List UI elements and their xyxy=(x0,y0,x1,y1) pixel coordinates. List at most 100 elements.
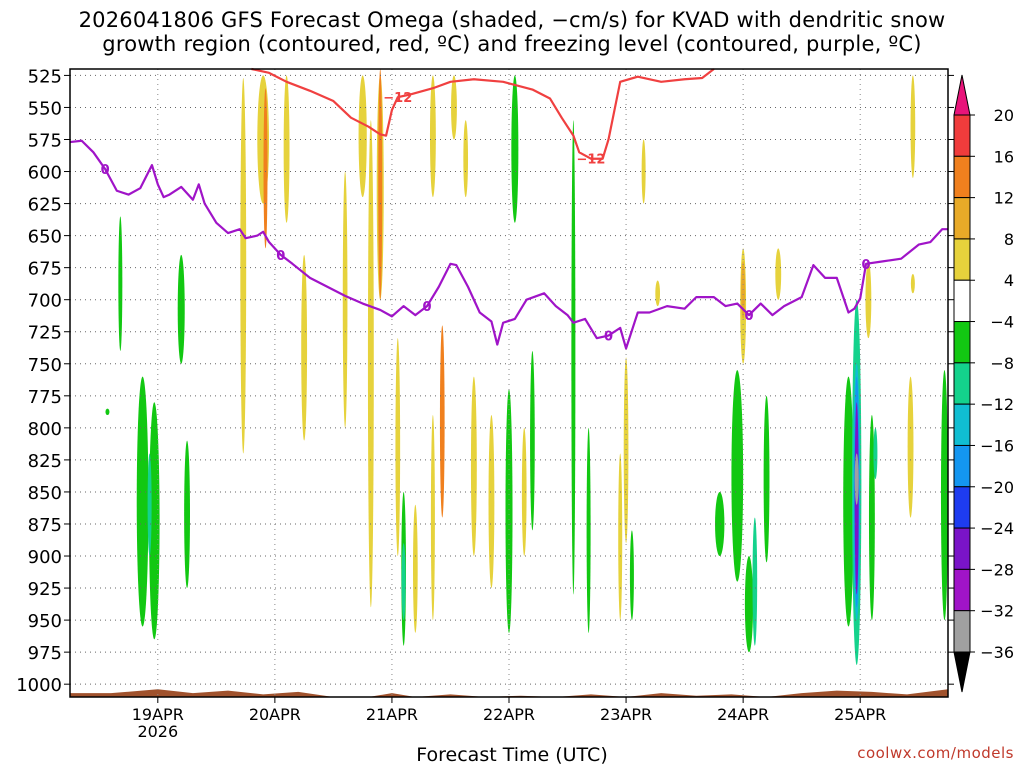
freezing-label-5: 0 xyxy=(744,309,753,324)
colorbar-segment-4 xyxy=(953,279,971,323)
omega-region-4 xyxy=(147,453,152,557)
colorbar-segment-11 xyxy=(953,568,971,612)
colorbar-label-2: 12 xyxy=(994,189,1014,208)
omega-region-10 xyxy=(283,75,290,223)
y-tick-label-2: 575 xyxy=(28,130,62,151)
omega-region-35 xyxy=(623,357,629,544)
y-tick-label-11: 800 xyxy=(28,419,62,440)
colorbar-label-5: −4 xyxy=(990,313,1014,332)
omega-region-28 xyxy=(505,389,513,633)
dgz-label-2: −12 xyxy=(576,153,605,168)
omega-region-38 xyxy=(655,280,661,307)
colorbar-segment-0 xyxy=(953,114,971,157)
omega-region-24 xyxy=(451,75,457,140)
omega-region-21 xyxy=(429,75,436,198)
x-tick-label-4: 23APR xyxy=(600,705,652,724)
omega-region-29 xyxy=(511,75,519,223)
x-tick-sublabel-0: 2026 xyxy=(137,722,178,741)
x-axis-label: Forecast Time (UTC) xyxy=(416,744,608,766)
x-tick-label-6: 25APR xyxy=(834,705,886,724)
omega-region-3 xyxy=(149,402,160,640)
omega-region-59 xyxy=(940,370,948,621)
colorbar-bottom-arrow xyxy=(953,651,971,693)
colorbar-segment-6 xyxy=(953,362,971,405)
y-tick-label-9: 750 xyxy=(28,355,62,376)
omega-region-46 xyxy=(775,248,782,300)
y-tick-label-13: 850 xyxy=(28,483,62,504)
y-tick-label-16: 925 xyxy=(28,579,62,600)
y-tick-label-18: 975 xyxy=(28,643,62,664)
colorbar-label-0: 20 xyxy=(994,106,1014,125)
colorbar-label-7: −12 xyxy=(980,395,1014,414)
omega-region-32 xyxy=(571,120,576,595)
freezing-label-6: 0 xyxy=(862,258,871,273)
x-tick-label-2: 21APR xyxy=(366,705,418,724)
colorbar-label-1: 16 xyxy=(994,147,1014,166)
omega-region-40 xyxy=(731,370,744,582)
omega-region-43 xyxy=(741,261,746,319)
colorbar-label-8: −16 xyxy=(980,436,1014,455)
colorbar-label-12: −32 xyxy=(980,602,1014,621)
y-tick-label-3: 600 xyxy=(28,163,62,184)
omega-region-5 xyxy=(177,254,185,364)
colorbar-segment-10 xyxy=(953,527,971,570)
y-tick-label-12: 825 xyxy=(28,451,62,472)
y-tick-label-14: 875 xyxy=(28,515,62,536)
omega-region-41 xyxy=(744,556,754,653)
freezing-label-1: 0 xyxy=(101,163,110,178)
freezing-level-line xyxy=(69,139,948,350)
x-tick-label-5: 24APR xyxy=(717,705,769,724)
colorbar-segment-1 xyxy=(953,155,971,199)
colorbar-segment-2 xyxy=(953,197,971,240)
omega-region-1 xyxy=(118,216,123,351)
y-tick-label-19: 1000 xyxy=(16,675,62,696)
credit-link[interactable]: coolwx.com/models xyxy=(857,744,1014,762)
omega-region-13 xyxy=(358,75,367,198)
omega-region-31 xyxy=(530,350,535,531)
colorbar-segment-3 xyxy=(953,238,971,281)
omega-region-27 xyxy=(488,415,495,589)
y-tick-label-5: 650 xyxy=(28,227,62,248)
omega-region-44 xyxy=(752,517,758,646)
freezing-label-3: 0 xyxy=(423,300,432,315)
y-tick-label-10: 775 xyxy=(28,387,62,408)
omega-region-17 xyxy=(395,338,401,557)
y-tick-label-15: 900 xyxy=(28,547,62,568)
colorbar-label-9: −20 xyxy=(980,478,1014,497)
x-tick-label-0: 19APR xyxy=(132,705,184,724)
dgz-contour-line xyxy=(251,67,715,160)
axes-layer: 525 550 575 600 625 650 675 700 725 750 775 800 825 8… xyxy=(16,66,954,741)
colorbar-label-10: −24 xyxy=(980,519,1014,538)
colorbar-segment-9 xyxy=(953,486,971,529)
omega-region-20 xyxy=(413,504,418,633)
omega-region-33 xyxy=(586,427,591,633)
omega-region-56 xyxy=(910,75,916,178)
omega-region-58 xyxy=(910,274,915,294)
omega-region-45 xyxy=(763,395,770,563)
omega-region-53 xyxy=(868,415,875,621)
omega-region-6 xyxy=(184,440,190,589)
y-tick-label-17: 950 xyxy=(28,611,62,632)
dgz-label-1: −12 xyxy=(383,91,412,106)
y-tick-label-6: 675 xyxy=(28,259,62,280)
contour-layer: −12 −12 0 0 0 0 0 0 xyxy=(69,67,948,350)
omega-region-9 xyxy=(263,88,268,249)
omega-shading-layer xyxy=(105,69,948,665)
omega-region-23 xyxy=(439,325,445,518)
omega-region-57 xyxy=(907,376,914,518)
y-tick-label-4: 625 xyxy=(28,195,62,216)
colorbar-segment-5 xyxy=(953,321,971,364)
x-tick-label-1: 20APR xyxy=(249,705,301,724)
y-tick-label-1: 550 xyxy=(28,98,62,119)
colorbar-label-6: −8 xyxy=(990,354,1014,373)
colorbar-segment-8 xyxy=(953,444,971,488)
colorbar-segment-7 xyxy=(953,403,971,446)
freezing-label-2: 0 xyxy=(276,249,285,264)
omega-region-52 xyxy=(854,453,859,505)
omega-region-55 xyxy=(865,261,872,339)
omega-region-34 xyxy=(618,453,623,621)
omega-region-16 xyxy=(378,69,383,300)
chart-title-line-2: growth region (contoured, red, ºC) and f… xyxy=(102,32,922,56)
x-tick-label-3: 22APR xyxy=(483,705,535,724)
